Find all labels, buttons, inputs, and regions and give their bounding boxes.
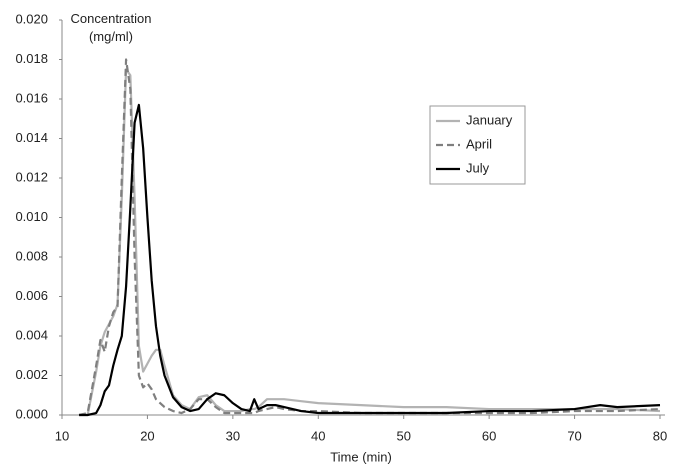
y-tick-label: 0.010 (15, 209, 48, 224)
legend-label: July (466, 160, 490, 175)
x-tick-label: 60 (482, 428, 496, 443)
y-tick-label: 0.008 (15, 248, 48, 263)
y-tick-label: 0.012 (15, 169, 48, 184)
y-tick-label: 0.014 (15, 130, 48, 145)
y-tick-label: 0.002 (15, 367, 48, 382)
data-line (78, 58, 661, 417)
legend-box (429, 105, 526, 185)
y-tick-label: 0.016 (15, 90, 48, 105)
y-tick-label: 0.000 (15, 406, 48, 421)
x-axis-label: Time (min) (330, 449, 392, 464)
y-axis-label: Concentration (mg/ml) (70, 11, 152, 44)
data-line (79, 103, 661, 417)
y-tick-label: 0.020 (15, 11, 48, 26)
y-tick-label: 0.004 (15, 327, 48, 342)
x-tick-label: 40 (311, 428, 325, 443)
legend-label: January (466, 112, 513, 127)
x-tick-label: 30 (226, 428, 240, 443)
legend-label: April (466, 136, 492, 151)
x-tick-label: 10 (55, 428, 69, 443)
x-tick-label: 70 (567, 428, 581, 443)
x-tick-label: 80 (653, 428, 667, 443)
data-line (79, 68, 661, 417)
x-tick-label: 20 (140, 428, 154, 443)
x-tick-label: 50 (396, 428, 410, 443)
y-tick-label: 0.018 (15, 51, 48, 66)
y-tick-label: 0.006 (15, 288, 48, 303)
